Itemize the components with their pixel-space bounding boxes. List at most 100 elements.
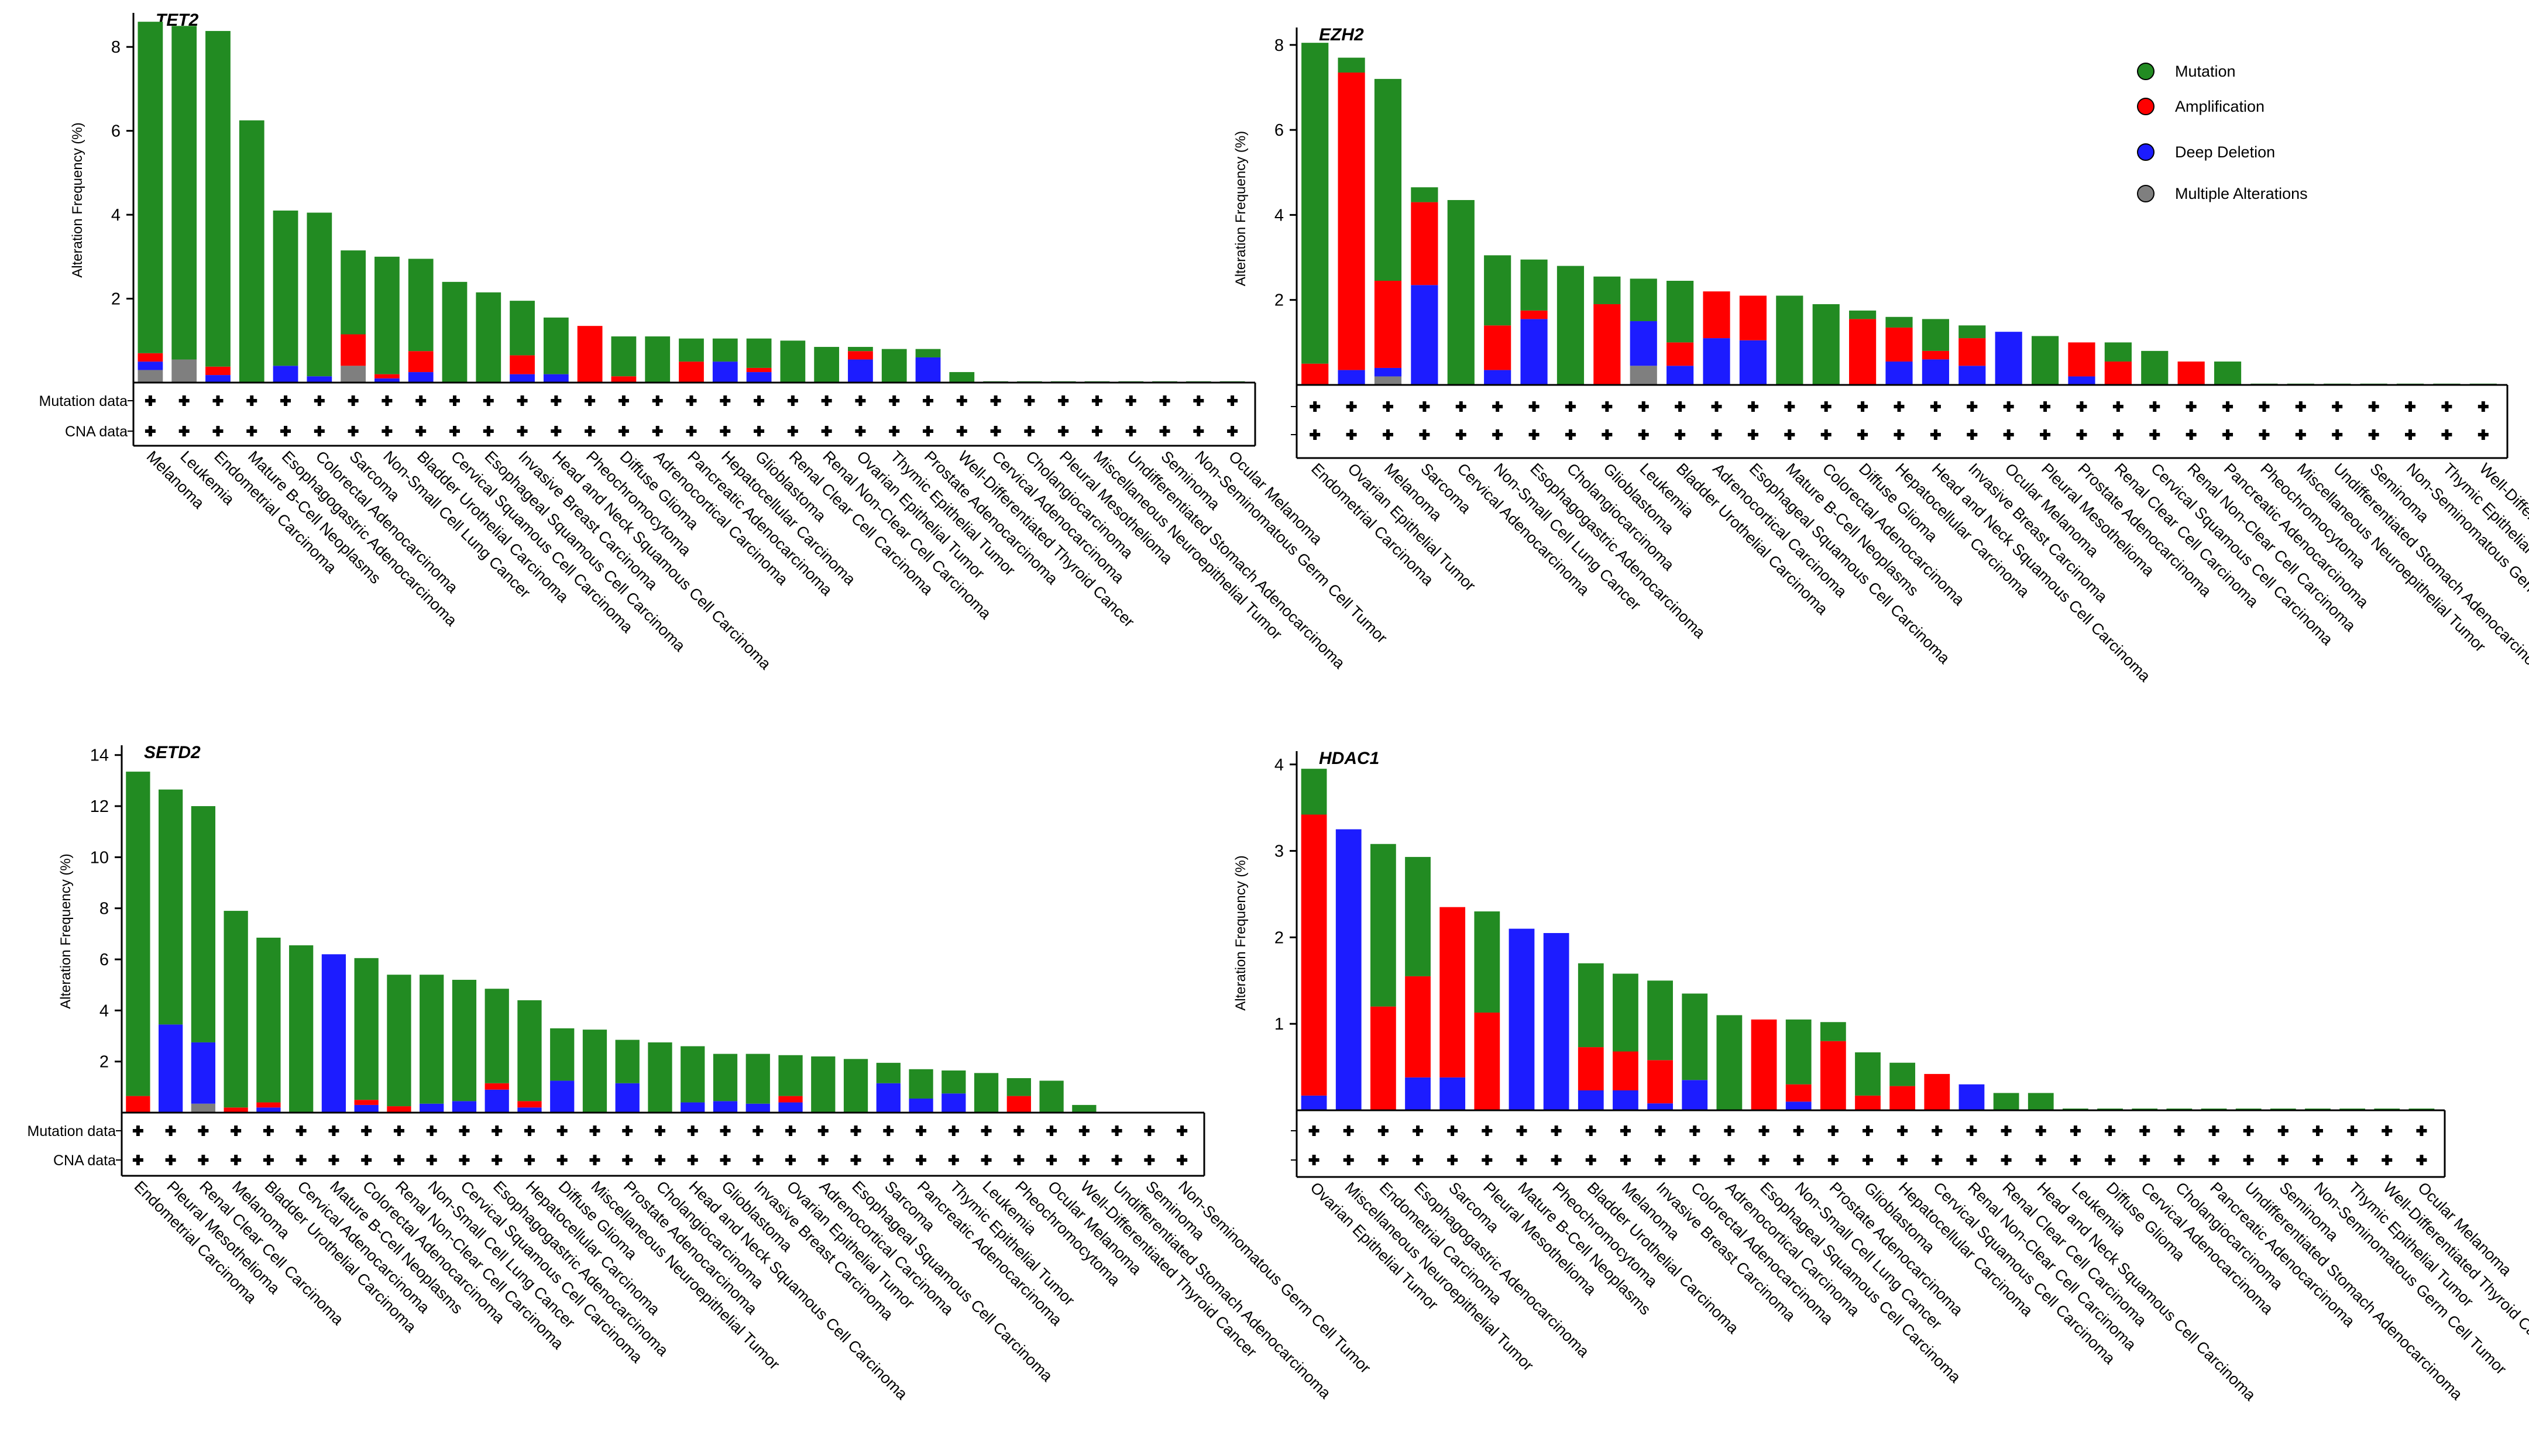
data-marker xyxy=(492,1155,503,1165)
bar-deep-deletion-esophagogastric-adenocarcinoma xyxy=(273,366,298,383)
bar-deep-deletion-bladder-urothelial-carcinoma xyxy=(256,1107,281,1113)
bar-multiple-alterations-melanoma xyxy=(1374,376,1402,385)
data-marker xyxy=(720,395,731,406)
bar-amplification-adrenocortical-carcinoma xyxy=(1703,291,1730,339)
bar-mutation-bladder-urothelial-carcinoma xyxy=(1578,963,1604,1048)
y-tick-label: 4 xyxy=(99,1001,109,1020)
category-label: Undifferentiated Stomach Adenocarcinoma xyxy=(1109,1178,1335,1403)
y-axis-label: Alteration Frequency (%) xyxy=(1233,855,1249,1010)
data-marker xyxy=(990,395,1001,406)
bar-mutation-leukemia xyxy=(1630,278,1657,322)
data-marker xyxy=(1177,1125,1188,1136)
data-marker xyxy=(314,395,325,406)
data-marker xyxy=(655,1155,665,1165)
bar-amplification-head-and-neck-squamous-cell-carcinoma xyxy=(1922,350,1949,360)
data-marker xyxy=(1897,1155,1908,1165)
data-marker xyxy=(2186,401,2197,412)
data-marker xyxy=(686,426,697,436)
data-marker xyxy=(1447,1125,1458,1136)
data-marker xyxy=(1528,401,1540,412)
data-marker xyxy=(1343,1125,1354,1136)
bar-mutation-glioblastoma xyxy=(713,1054,738,1102)
data-marker xyxy=(415,426,427,436)
row-label: Mutation data xyxy=(28,1123,116,1140)
data-marker xyxy=(883,1155,894,1165)
data-marker xyxy=(618,426,629,436)
data-marker xyxy=(1058,426,1069,436)
data-marker xyxy=(295,1155,307,1165)
data-marker xyxy=(2003,429,2014,440)
data-marker xyxy=(1966,1155,1977,1165)
bar-mutation-glioblastoma xyxy=(1855,1052,1881,1096)
data-marker xyxy=(459,1155,470,1165)
data-marker xyxy=(551,395,562,406)
data-marker xyxy=(524,1125,535,1136)
bar-mutation-sarcoma xyxy=(876,1062,901,1083)
data-marker xyxy=(280,395,291,406)
bar-mutation-esophagogastric-adenocarcinoma xyxy=(485,989,509,1083)
bar-amplification-endometrial-carcinoma xyxy=(205,366,231,376)
data-marker xyxy=(948,1125,959,1136)
bar-deep-deletion-sarcoma xyxy=(876,1083,901,1113)
data-marker xyxy=(1125,426,1136,436)
bar-amplification-sarcoma xyxy=(1439,907,1466,1078)
bar-mutation-renal-clear-cell-carcinoma xyxy=(2104,342,2132,362)
bar-amplification-melanoma xyxy=(1374,281,1402,368)
data-marker xyxy=(1967,429,1978,440)
data-marker xyxy=(1932,1125,1943,1136)
bar-amplification-cervical-squamous-cell-carcinoma xyxy=(1924,1073,1950,1110)
data-marker xyxy=(1343,1155,1354,1165)
data-marker xyxy=(280,426,291,436)
data-marker xyxy=(1551,1125,1562,1136)
data-marker xyxy=(1058,395,1069,406)
bar-mutation-renal-clear-cell-carcinoma xyxy=(191,806,216,1042)
bar-mutation-hepatocellular-carcinoma xyxy=(517,1000,542,1102)
bar-deep-deletion-esophagogastric-adenocarcinoma xyxy=(1405,1077,1431,1110)
data-marker xyxy=(1455,429,1466,440)
legend-multiple-alterations-label: Multiple Alterations xyxy=(2175,185,2308,202)
data-marker xyxy=(1492,401,1503,412)
data-marker xyxy=(1346,429,1357,440)
data-marker xyxy=(2347,1125,2358,1136)
data-marker xyxy=(2222,401,2234,412)
data-marker xyxy=(1482,1155,1493,1165)
bar-mutation-esophagogastric-adenocarcinoma xyxy=(1520,259,1548,311)
bar-deep-deletion-pheochromocytoma xyxy=(1543,933,1569,1110)
bar-amplification-bladder-urothelial-carcinoma xyxy=(1666,342,1694,366)
data-marker xyxy=(361,1155,372,1165)
data-marker xyxy=(2208,1125,2219,1136)
bar-amplification-ovarian-epithelial-tumor xyxy=(1338,73,1365,370)
data-marker xyxy=(1091,426,1102,436)
bar-mutation-ovarian-epithelial-tumor xyxy=(1338,57,1365,73)
data-marker xyxy=(2040,429,2051,440)
data-marker xyxy=(2112,401,2123,412)
bar-amplification-glioblastoma xyxy=(1855,1095,1881,1110)
bar-deep-deletion-bladder-urothelial-carcinoma xyxy=(408,372,434,383)
data-marker xyxy=(889,426,900,436)
y-tick-label: 4 xyxy=(1274,206,1284,225)
bar-mutation-cervical-squamous-cell-carcinoma xyxy=(442,281,468,383)
data-marker xyxy=(1516,1155,1527,1165)
bar-amplification-endometrial-carcinoma xyxy=(1301,363,1329,385)
data-marker xyxy=(2441,401,2452,412)
data-marker xyxy=(1747,429,1758,440)
data-marker xyxy=(212,395,224,406)
bar-mutation-head-and-neck-squamous-cell-carcinoma xyxy=(1922,319,1949,351)
data-marker xyxy=(1747,401,1758,412)
data-marker xyxy=(1784,401,1795,412)
bar-deep-deletion-pleural-mesothelioma xyxy=(159,1024,183,1113)
y-tick-label: 6 xyxy=(99,951,109,969)
bar-mutation-esophagogastric-adenocarcinoma xyxy=(273,210,298,366)
data-marker xyxy=(2416,1155,2427,1165)
data-marker xyxy=(1024,395,1035,406)
bar-amplification-esophageal-squamous-cell-carcinoma xyxy=(1751,1019,1777,1110)
data-marker xyxy=(314,426,325,436)
data-marker xyxy=(1346,401,1357,412)
bar-amplification-glioblastoma xyxy=(1593,304,1621,385)
y-tick-label: 2 xyxy=(1274,291,1284,310)
bar-mutation-pleural-mesothelioma xyxy=(159,789,183,1025)
legend-amplification-swatch xyxy=(2137,98,2155,115)
bar-deep-deletion-non-small-cell-lung-cancer xyxy=(1484,370,1511,385)
data-marker xyxy=(1894,429,1905,440)
